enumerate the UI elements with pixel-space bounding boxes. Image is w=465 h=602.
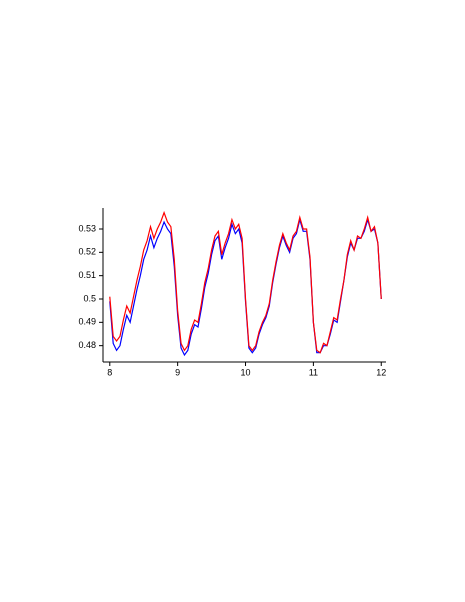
y-tick-label: 0.49 bbox=[78, 317, 96, 327]
y-tick-label: 0.48 bbox=[78, 340, 96, 350]
series-line bbox=[109, 217, 382, 357]
x-tick-label: 10 bbox=[241, 367, 251, 377]
y-tick-label: 0.53 bbox=[78, 223, 96, 233]
series-line bbox=[109, 210, 382, 354]
x-tick-label: 12 bbox=[376, 367, 386, 377]
x-tick-label: 9 bbox=[175, 367, 180, 377]
y-tick-label: 0.5 bbox=[83, 293, 96, 303]
y-tick-label: 0.51 bbox=[78, 270, 96, 280]
x-tick-label: 8 bbox=[107, 367, 112, 377]
x-tick-label: 11 bbox=[309, 367, 318, 377]
y-tick-label: 0.52 bbox=[78, 247, 96, 257]
